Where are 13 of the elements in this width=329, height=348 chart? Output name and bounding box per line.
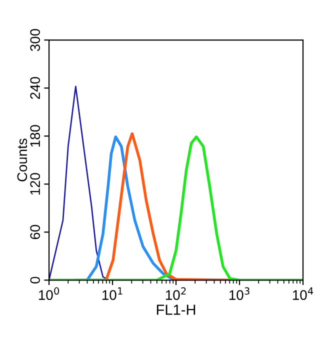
- y-tick-label: 240: [30, 77, 40, 99]
- y-tick-label: 300: [30, 28, 40, 52]
- x-tick-label: 10$^{1}$: [102, 287, 122, 300]
- x-tick-label: 10$^{0}$: [38, 287, 60, 300]
- x-tick-label: 10$^{4}$: [292, 287, 314, 300]
- y-tick-label: 60: [30, 224, 40, 240]
- x-tick-label: 10$^{3}$: [229, 287, 250, 300]
- y-tick-label: 180: [30, 125, 40, 147]
- y-tick-label: 120: [30, 173, 40, 195]
- y-axis-title: Counts: [17, 138, 28, 182]
- x-tick-label: 10$^{2}$: [166, 287, 186, 300]
- x-axis-title: FL1-H: [156, 304, 196, 315]
- y-tick-label: 0: [30, 276, 40, 284]
